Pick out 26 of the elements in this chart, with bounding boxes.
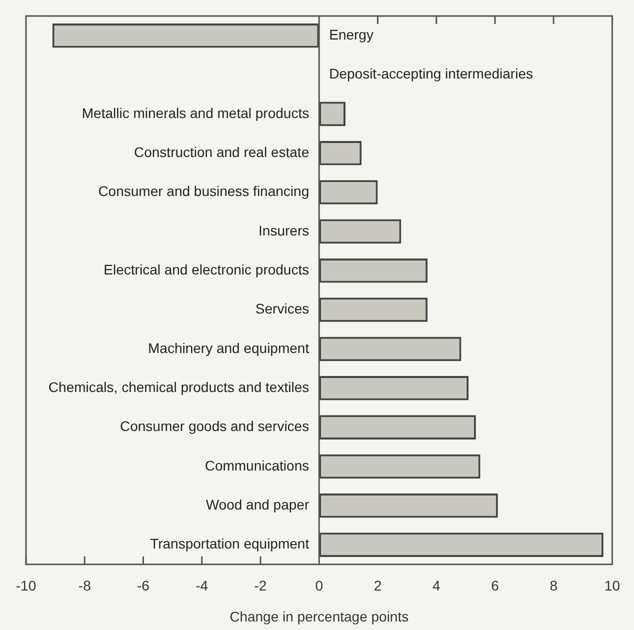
y-tick-label: Communications <box>204 457 310 474</box>
y-tick-label: Machinery and equipment <box>148 340 310 356</box>
x-tick-label: -8 <box>78 578 92 594</box>
x-tick-label: 2 <box>374 578 382 594</box>
y-tick-label: Transportation equipment <box>150 536 310 552</box>
y-tick-label: Construction and real estate <box>134 144 310 160</box>
x-tick-label: 4 <box>432 578 440 594</box>
y-tick-label: Consumer and business financing <box>98 183 310 200</box>
y-tick-label: Chemicals, chemical products and textiles <box>48 378 310 395</box>
x-tick-label: -4 <box>196 578 208 594</box>
x-tick-label: 0 <box>315 578 324 594</box>
x-tick-label: 6 <box>491 578 500 594</box>
y-tick-label: Consumer goods and services <box>120 418 310 434</box>
y-tick-label: Metallic minerals and metal products <box>82 104 310 121</box>
x-tick-label: 8 <box>550 578 558 594</box>
x-axis-title: Change in percentage points <box>230 608 409 624</box>
y-tick-label: Energy <box>329 26 374 42</box>
x-tick-label: 10 <box>604 578 620 594</box>
y-tick-label: Electrical and electronic products <box>104 261 310 278</box>
y-tick-label: Services <box>255 300 310 317</box>
x-tick-label: -2 <box>254 578 267 594</box>
x-tick-label: -10 <box>16 578 36 594</box>
y-tick-label: Insurers <box>258 222 310 238</box>
y-tick-label: Deposit-accepting intermediaries <box>329 66 533 82</box>
x-tick-label: -6 <box>137 578 150 594</box>
y-tick-label: Wood and paper <box>206 496 310 512</box>
